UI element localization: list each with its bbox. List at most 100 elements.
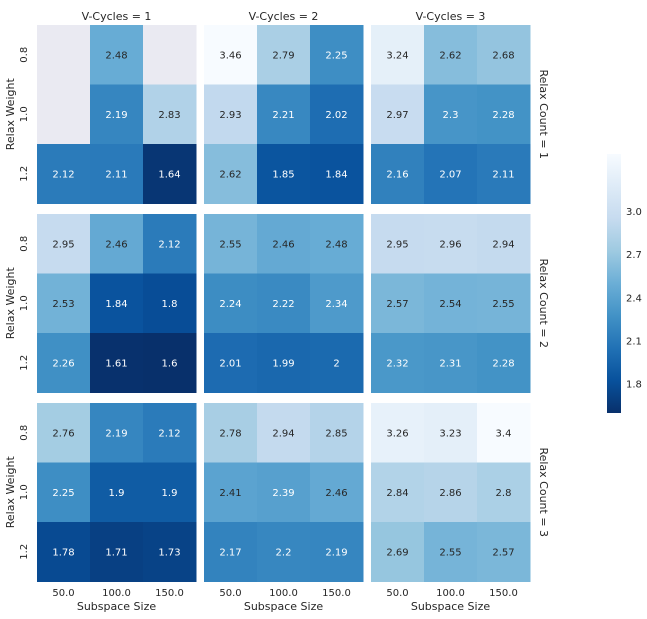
heatmap-cell: [310, 403, 364, 463]
cell-value-label: 2.57: [492, 547, 514, 558]
cell-value-label: 3.23: [439, 428, 461, 439]
heatmap-panel: 2.78 2.94 2.85 2.41 2.39 2.46 2.17 2.2 2.19 50.0 1…: [204, 403, 364, 613]
x-tick-label: 50.0: [219, 588, 241, 599]
heatmap-cell: [90, 84, 144, 145]
cell-value-label: 1.9: [109, 488, 125, 499]
cell-value-label: 2.07: [439, 169, 461, 180]
y-axis-label: Relax Weight: [4, 78, 17, 151]
heatmap-cell: [477, 403, 531, 463]
y-tick-label: 0.8: [19, 236, 30, 252]
heatmap-cell: [424, 333, 478, 393]
heatmap-cell: [424, 214, 478, 274]
heatmap-cell: [310, 522, 364, 582]
cell-value-label: 2.8: [496, 488, 512, 499]
cell-value-label: 2.19: [325, 547, 347, 558]
cell-value-label: 2.46: [325, 488, 347, 499]
heatmap-cell: [204, 462, 258, 523]
y-tick-label: 0.8: [19, 425, 30, 441]
cell-value-label: 2.25: [325, 50, 347, 61]
heatmap-cell: [477, 144, 531, 204]
row-facet-title: Relax Count = 2: [537, 258, 550, 348]
heatmap-cell: [477, 273, 531, 334]
cell-value-label: 1.84: [325, 169, 347, 180]
heatmap-cell: [143, 273, 197, 334]
y-tick-label: 1.2: [19, 355, 30, 371]
heatmap-cell: [143, 84, 197, 145]
heatmap-cell: [310, 273, 364, 334]
heatmap-cell: [37, 214, 91, 274]
heatmap-cell: [90, 403, 144, 463]
x-axis-label: Subspace Size: [77, 600, 157, 613]
heatmap-panel: 2.48 2.19 2.83 2.12 2.11 1.64 V-Cycles = 1 0.8 1…: [4, 10, 197, 204]
heatmap-panel: 2.55 2.46 2.48 2.24 2.22 2.34 2.01 1.99 2: [204, 214, 364, 393]
cell-value-label: 2.19: [105, 110, 127, 121]
heatmap-cell: [424, 144, 478, 204]
heatmap-cell: [371, 403, 425, 463]
heatmap-cell: [477, 214, 531, 274]
y-tick-label: 1.0: [19, 106, 30, 122]
heatmap-cell: [257, 273, 311, 334]
heatmap-cell: [477, 462, 531, 523]
y-axis-label: Relax Weight: [4, 267, 17, 340]
cell-value-label: 2.11: [105, 169, 127, 180]
heatmap-cell: [90, 333, 144, 393]
heatmap-cell: [310, 84, 364, 145]
colorbar-tick-label: 1.8: [626, 380, 642, 391]
heatmap-cell: [477, 522, 531, 582]
col-facet-title: V-Cycles = 2: [249, 10, 319, 23]
x-axis-label: Subspace Size: [244, 600, 324, 613]
cell-value-label: 1.73: [158, 547, 180, 558]
heatmap-cell: [477, 333, 531, 393]
cell-value-label: 2.48: [105, 50, 127, 61]
heatmap-cell: [371, 144, 425, 204]
cell-value-label: 2.16: [386, 169, 408, 180]
cell-value-label: 2.02: [325, 110, 347, 121]
cell-value-label: 2.94: [272, 428, 294, 439]
x-tick-label: 50.0: [52, 588, 74, 599]
cell-value-label: 2.86: [439, 488, 461, 499]
heatmap-cell-missing: [143, 25, 197, 85]
cell-value-label: 2.31: [439, 358, 461, 369]
heatmap-cell: [371, 522, 425, 582]
cell-value-label: 2.83: [158, 110, 180, 121]
heatmap-cell: [424, 403, 478, 463]
heatmap-cell: [90, 25, 144, 85]
cell-value-label: 3.26: [386, 428, 408, 439]
heatmap-cell: [310, 25, 364, 85]
cell-value-label: 1.99: [272, 358, 294, 369]
cell-value-label: 2.84: [386, 488, 408, 499]
heatmap-cell: [257, 25, 311, 85]
heatmap-cell: [90, 462, 144, 523]
cell-value-label: 2.76: [52, 428, 74, 439]
heatmap-cell: [257, 522, 311, 582]
x-tick-label: 50.0: [386, 588, 408, 599]
colorbar-tick-label: 2.7: [626, 250, 642, 261]
heatmap-cell: [143, 522, 197, 582]
cell-value-label: 2.19: [105, 428, 127, 439]
y-tick-label: 1.0: [19, 484, 30, 500]
cell-value-label: 2.12: [158, 428, 180, 439]
heatmap-cell: [204, 214, 258, 274]
x-tick-label: 150.0: [322, 588, 351, 599]
cell-value-label: 2.78: [219, 428, 241, 439]
x-tick-label: 100.0: [102, 588, 131, 599]
cell-value-label: 2.32: [386, 358, 408, 369]
cell-value-label: 2.39: [272, 488, 294, 499]
cell-value-label: 1.84: [105, 299, 127, 310]
heatmap-cell: [37, 273, 91, 334]
cell-value-label: 2.79: [272, 50, 294, 61]
colorbar-tick-label: 3.0: [626, 207, 642, 218]
cell-value-label: 1.78: [52, 547, 74, 558]
heatmap-cell: [90, 273, 144, 334]
x-tick-label: 100.0: [436, 588, 465, 599]
cell-value-label: 2.2: [276, 547, 292, 558]
heatmap-panel: 3.26 3.23 3.4 2.84 2.86 2.8 2.69 2.55 2.57 Relax …: [371, 403, 550, 613]
cell-value-label: 2.17: [219, 547, 241, 558]
cell-value-label: 2.34: [325, 299, 347, 310]
cell-value-label: 3.24: [386, 50, 408, 61]
cell-value-label: 2.26: [52, 358, 74, 369]
x-tick-label: 150.0: [489, 588, 518, 599]
cell-value-label: 2.46: [105, 239, 127, 250]
colorbar: 1.8 2.1 2.4 2.7 3.0: [607, 154, 642, 413]
heatmap-cell: [371, 333, 425, 393]
